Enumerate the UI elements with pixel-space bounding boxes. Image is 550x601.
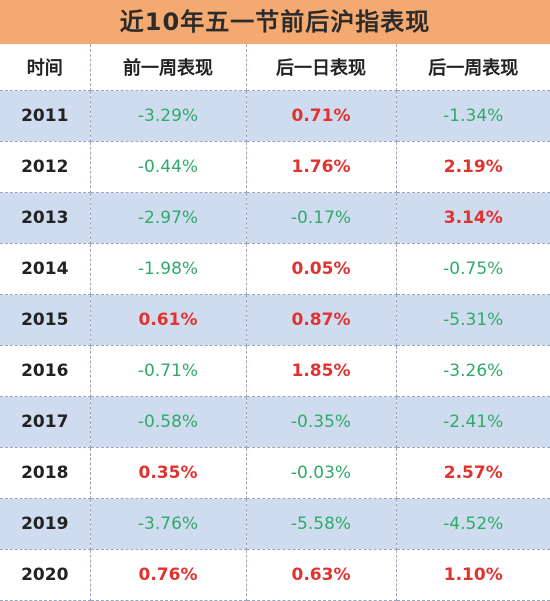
year-cell: 2011	[0, 90, 91, 142]
header-row: 时间 前一周表现 后一日表现 后一周表现	[0, 44, 550, 91]
day-after-cell: -0.03%	[246, 447, 397, 499]
table-row: 2019 -3.76% -5.58% -4.52%	[0, 498, 550, 550]
year-cell: 2017	[0, 396, 91, 448]
header-week-before: 前一周表现	[90, 44, 247, 91]
table-row: 2015 0.61% 0.87% -5.31%	[0, 294, 550, 346]
day-after-cell: 1.76%	[246, 141, 397, 193]
year-cell: 2015	[0, 294, 91, 346]
week-after-cell: -2.41%	[396, 396, 550, 448]
day-after-cell: -0.35%	[246, 396, 397, 448]
week-after-cell: 2.19%	[396, 141, 550, 193]
week-after-cell: 1.10%	[396, 549, 550, 601]
table-row: 2018 0.35% -0.03% 2.57%	[0, 447, 550, 499]
week-after-cell: -0.75%	[396, 243, 550, 295]
header-week-after: 后一周表现	[396, 44, 550, 91]
week-before-cell: -3.29%	[90, 90, 247, 142]
table-row: 2016 -0.71% 1.85% -3.26%	[0, 345, 550, 397]
day-after-cell: 0.71%	[246, 90, 397, 142]
header-day-after: 后一日表现	[246, 44, 397, 91]
header-year: 时间	[0, 44, 91, 91]
week-before-cell: -1.98%	[90, 243, 247, 295]
year-cell: 2016	[0, 345, 91, 397]
week-before-cell: 0.61%	[90, 294, 247, 346]
year-cell: 2013	[0, 192, 91, 244]
week-before-cell: -2.97%	[90, 192, 247, 244]
day-after-cell: 0.05%	[246, 243, 397, 295]
year-cell: 2019	[0, 498, 91, 550]
table-title: 近10年五一节前后沪指表现	[0, 0, 550, 44]
day-after-cell: 1.85%	[246, 345, 397, 397]
table-row: 2014 -1.98% 0.05% -0.75%	[0, 243, 550, 295]
day-after-cell: -0.17%	[246, 192, 397, 244]
table-row: 2013 -2.97% -0.17% 3.14%	[0, 192, 550, 244]
week-before-cell: -0.58%	[90, 396, 247, 448]
day-after-cell: -5.58%	[246, 498, 397, 550]
table-row: 2011 -3.29% 0.71% -1.34%	[0, 90, 550, 142]
week-before-cell: 0.35%	[90, 447, 247, 499]
week-after-cell: -5.31%	[396, 294, 550, 346]
day-after-cell: 0.87%	[246, 294, 397, 346]
table-row: 2017 -0.58% -0.35% -2.41%	[0, 396, 550, 448]
year-cell: 2012	[0, 141, 91, 193]
week-after-cell: -4.52%	[396, 498, 550, 550]
week-before-cell: -0.71%	[90, 345, 247, 397]
year-cell: 2014	[0, 243, 91, 295]
year-cell: 2020	[0, 549, 91, 601]
year-cell: 2018	[0, 447, 91, 499]
week-after-cell: 3.14%	[396, 192, 550, 244]
week-before-cell: 0.76%	[90, 549, 247, 601]
table-row: 2020 0.76% 0.63% 1.10%	[0, 549, 550, 601]
performance-table: 时间 前一周表现 后一日表现 后一周表现 2011 -3.29% 0.71% -1.3…	[0, 44, 550, 601]
week-after-cell: 2.57%	[396, 447, 550, 499]
week-after-cell: -3.26%	[396, 345, 550, 397]
table-row: 2012 -0.44% 1.76% 2.19%	[0, 141, 550, 193]
day-after-cell: 0.63%	[246, 549, 397, 601]
week-after-cell: -1.34%	[396, 90, 550, 142]
week-before-cell: -3.76%	[90, 498, 247, 550]
week-before-cell: -0.44%	[90, 141, 247, 193]
table-body: 2011 -3.29% 0.71% -1.34% 2012 -0.44% 1.76% 2.1…	[0, 90, 550, 601]
